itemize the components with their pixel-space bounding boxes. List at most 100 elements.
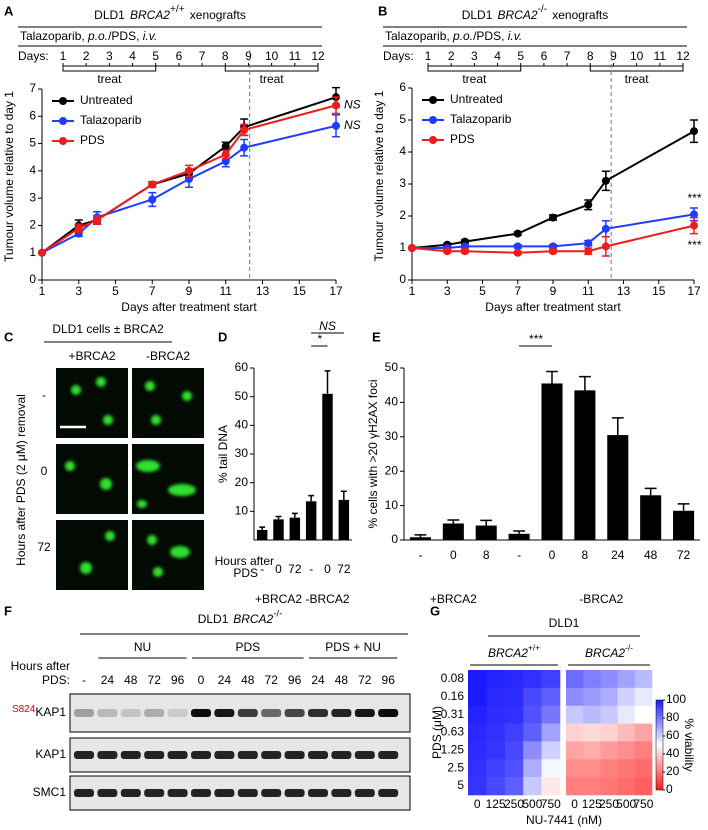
day-label: 9 xyxy=(245,49,252,63)
title-prefix: DLD1 xyxy=(198,612,229,626)
band xyxy=(120,789,141,797)
y-tick-label: 7 xyxy=(29,81,36,95)
heatmap-cell xyxy=(634,687,653,707)
band xyxy=(308,751,328,759)
x-tick-label: 250 xyxy=(599,797,619,811)
x-tick-label: 11 xyxy=(220,284,233,298)
legend-marker xyxy=(429,96,437,104)
lane-label: 48 xyxy=(124,673,138,687)
x-tick-label: 13 xyxy=(617,284,631,298)
micrograph xyxy=(132,520,204,590)
panel-letter: E xyxy=(372,329,381,344)
heatmap-cell xyxy=(566,777,584,796)
day-label: 1 xyxy=(60,49,67,63)
data-point xyxy=(185,166,193,175)
x-tick-label: 5 xyxy=(112,284,119,298)
day-label: 8 xyxy=(222,49,229,63)
heatmap-title: BRCA2-/- xyxy=(585,643,633,661)
x-tick-label: 72 xyxy=(677,548,691,562)
x-axis-label: Days after treatment start xyxy=(485,300,621,314)
heatmap-cell xyxy=(468,741,487,760)
band xyxy=(308,709,328,717)
y-axis-label: % tail DNA xyxy=(216,425,230,483)
band xyxy=(284,709,305,717)
bar xyxy=(640,495,662,540)
row-label: 0 xyxy=(41,464,48,478)
heatmap-cell xyxy=(600,670,618,689)
group-label: NU xyxy=(134,640,151,654)
heatmap-cell xyxy=(504,777,524,796)
y-tick-label: 50 xyxy=(235,389,249,403)
group-label: +BRCA2 xyxy=(430,592,477,606)
y-tick-label: 1.25 xyxy=(441,743,465,757)
y-tick-label: 0.63 xyxy=(441,725,465,739)
heatmap-cell xyxy=(600,723,618,742)
data-point xyxy=(240,143,249,152)
bar xyxy=(574,390,596,540)
protein-label: SMC1 xyxy=(33,785,67,799)
band xyxy=(191,789,211,797)
heatmap-cell xyxy=(634,759,653,778)
error-bar xyxy=(546,370,558,384)
y-axis-label: % cells with >20 γH2AX foci xyxy=(366,379,380,528)
treat-label: treat xyxy=(462,72,487,86)
band xyxy=(167,751,188,759)
day-label: 2 xyxy=(83,49,90,63)
treat-label: treat xyxy=(260,72,285,86)
band xyxy=(261,751,282,759)
data-point xyxy=(584,247,593,256)
heatmap-cell xyxy=(468,670,487,689)
y-tick-label: 10 xyxy=(235,504,249,518)
comet xyxy=(136,460,160,472)
legend-marker xyxy=(429,116,437,124)
error-bar xyxy=(275,515,282,520)
heatmap-cell xyxy=(523,777,542,796)
title-gene: BRCA2 xyxy=(488,646,528,660)
x-tick-label: 750 xyxy=(633,797,653,811)
band xyxy=(354,789,375,797)
drug-label-part: Talazoparib, xyxy=(385,29,453,43)
drug-label-part: p.o. xyxy=(452,29,473,43)
heatmap-cell xyxy=(583,723,601,742)
comet xyxy=(65,461,75,471)
y-tick-label: 50 xyxy=(385,360,399,374)
heatmap-cell xyxy=(600,705,618,724)
heatmap-cell xyxy=(468,723,487,742)
bar xyxy=(607,435,629,540)
y-tick-label: 2 xyxy=(29,218,36,232)
x-tick-label: 0 xyxy=(450,548,457,562)
data-point xyxy=(460,247,469,256)
data-point xyxy=(584,200,593,209)
day-label: 12 xyxy=(311,49,325,63)
y-axis-label: Tumour volume relative to day 1 xyxy=(372,90,386,261)
day-label: 3 xyxy=(471,49,478,63)
y-tick-label: 4 xyxy=(29,163,36,177)
colorbar-label: % viability xyxy=(682,718,696,771)
x-tick-label: 0 xyxy=(571,797,578,811)
band xyxy=(167,789,188,797)
y-tick-label: 2 xyxy=(399,208,406,222)
heatmap-cell xyxy=(583,687,601,707)
colorbar-tick-label: 80 xyxy=(666,710,680,724)
band xyxy=(378,751,399,759)
x-tick-label: 9 xyxy=(550,284,557,298)
y-axis-label: Hours after PDS (2 μM) removal xyxy=(14,394,28,566)
heatmap-cell xyxy=(634,670,653,689)
legend-label: Talazoparib xyxy=(80,113,142,127)
heatmap-cell xyxy=(566,705,584,724)
micrograph xyxy=(56,520,128,590)
bar xyxy=(273,519,284,540)
x-tick-label: - xyxy=(517,548,521,562)
x-axis-label: Days after treatment start xyxy=(121,300,257,314)
band xyxy=(378,709,399,717)
legend-label: Untreated xyxy=(80,93,133,107)
x-tick-label: 125 xyxy=(486,797,506,811)
x-tick-label: 750 xyxy=(541,797,561,811)
legend-label: Untreated xyxy=(450,92,503,106)
lane-label: 48 xyxy=(241,673,255,687)
y-tick-label: 0.16 xyxy=(441,689,465,703)
error-bar xyxy=(513,530,526,534)
data-point xyxy=(690,221,698,230)
data-point xyxy=(549,247,557,256)
